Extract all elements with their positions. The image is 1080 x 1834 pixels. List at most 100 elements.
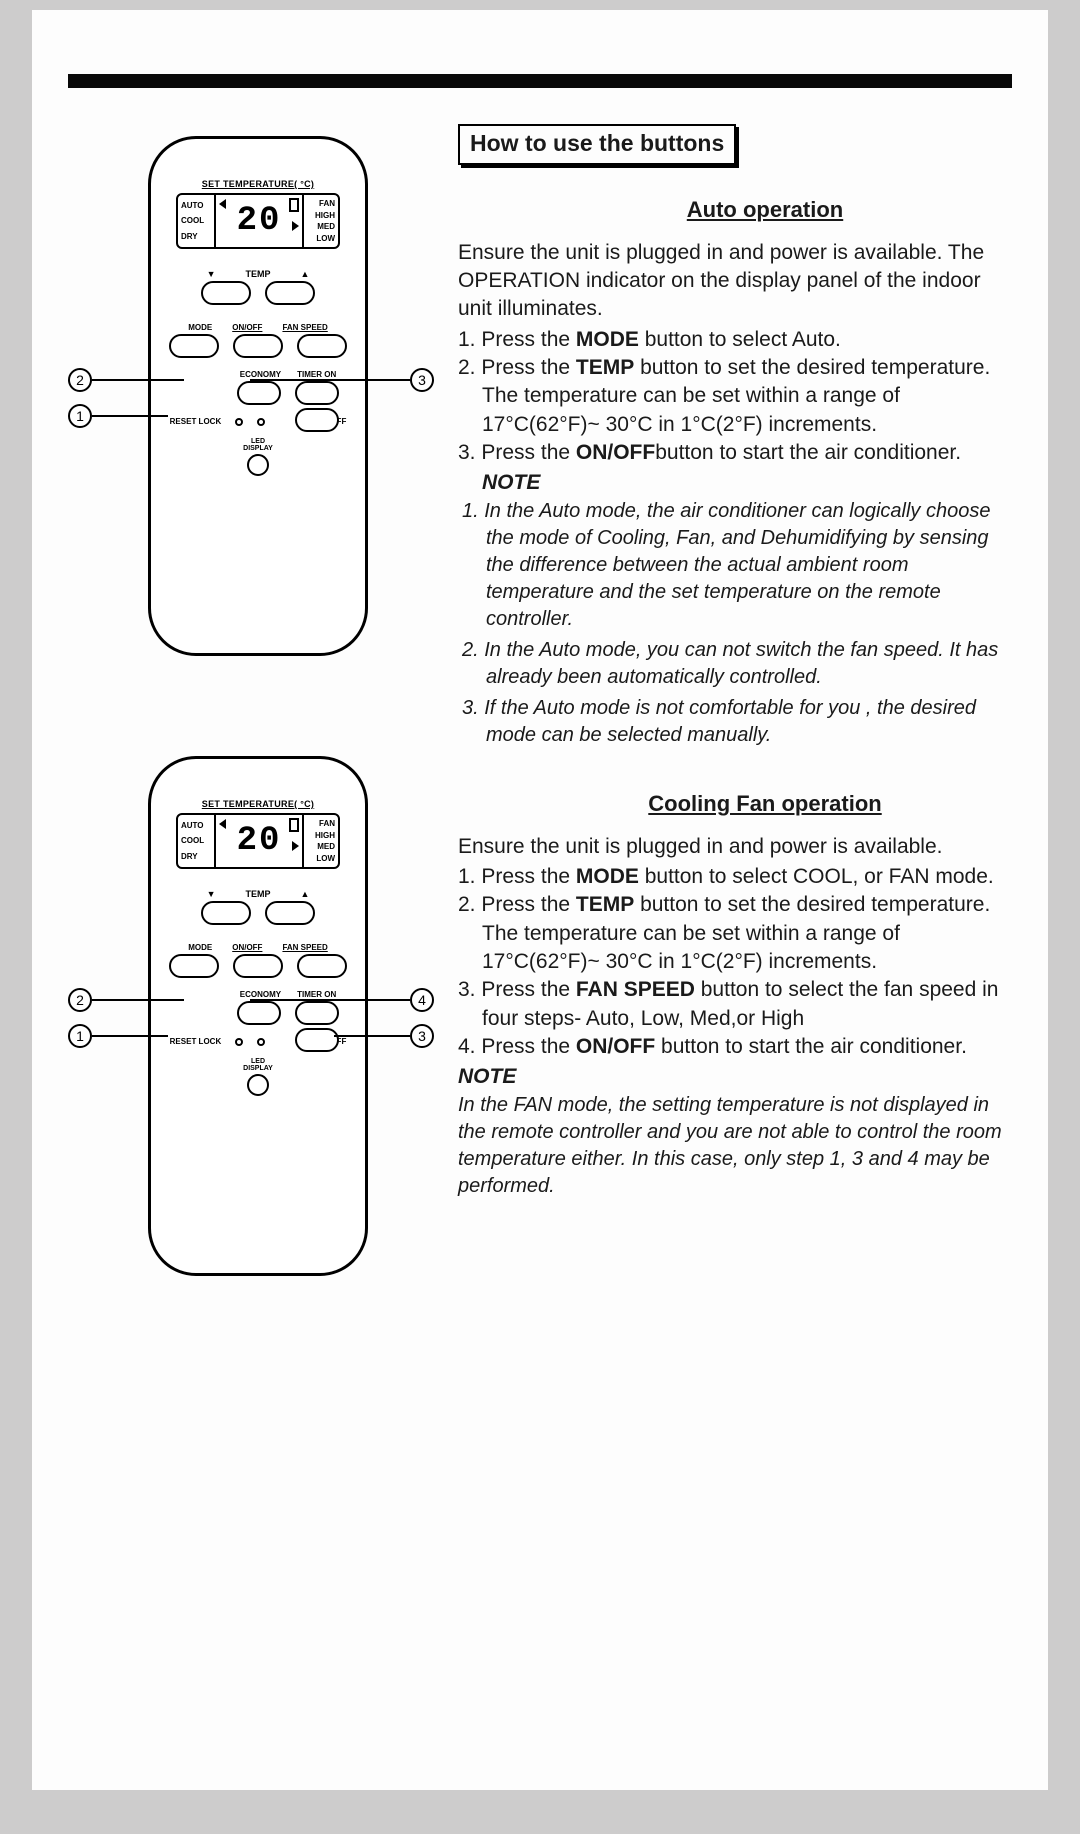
auto-notes: 1. In the Auto mode, the air conditioner…	[458, 498, 1012, 749]
indicator-left-icon	[219, 819, 226, 829]
callout-circle-4b: 4	[410, 988, 434, 1012]
temp-label-row: ▼ TEMP ▲	[151, 269, 365, 279]
fanspeed-button[interactable]	[297, 334, 347, 358]
remote-body: SET TEMPERATURE( °C) AUTO COOL DRY 20	[148, 136, 368, 656]
indicator-right-icon	[292, 841, 299, 851]
auto-step-2: 2. Press the TEMP button to set the desi…	[458, 354, 1012, 439]
cool-intro: Ensure the unit is plugged in and power …	[458, 833, 1012, 861]
mode-fan: FAN	[304, 819, 335, 828]
battery-icon	[289, 198, 299, 212]
page-title-box: How to use the buttons	[458, 124, 736, 165]
callout-2b: 2	[68, 988, 184, 1012]
screen-caption: SET TEMPERATURE( °C)	[151, 179, 365, 189]
remote-diagram-cool: SET TEMPERATURE( °C) AUTO COOL DRY 20	[68, 756, 428, 1376]
screen-caption: SET TEMPERATURE( °C)	[151, 799, 365, 809]
lcd-display: 20	[214, 195, 304, 247]
led-label-2: DISPLAY	[243, 445, 273, 452]
temp-down-icon: ▼	[207, 889, 216, 899]
indicator-right-icon	[292, 221, 299, 231]
temp-up-icon: ▲	[301, 269, 310, 279]
callout-circle-3: 3	[410, 368, 434, 392]
lock-button[interactable]	[257, 418, 265, 426]
auto-step-1: 1. Press the MODE button to select Auto.	[458, 326, 1012, 354]
lcd-temperature: 20	[237, 202, 282, 240]
auto-intro: Ensure the unit is plugged in and power …	[458, 239, 1012, 324]
cool-step-4: 4. Press the ON/OFF button to start the …	[458, 1033, 1012, 1061]
led-display-button[interactable]	[247, 454, 269, 476]
temp-down-icon: ▼	[207, 269, 216, 279]
reset-button[interactable]	[235, 418, 243, 426]
mode-button[interactable]	[169, 334, 219, 358]
callout-circle-2b: 2	[68, 988, 92, 1012]
callout-1: 1	[68, 404, 168, 428]
mode-dry: DRY	[181, 232, 214, 241]
cool-note-text: In the FAN mode, the setting temperature…	[458, 1092, 1012, 1200]
mode-dry: DRY	[181, 852, 214, 861]
cool-note-heading: NOTE	[458, 1063, 1012, 1091]
mode-low: LOW	[304, 234, 335, 243]
label-mode: MODE	[188, 943, 212, 952]
mode-med: MED	[304, 842, 335, 851]
battery-icon	[289, 818, 299, 832]
temp-up-icon: ▲	[301, 889, 310, 899]
led-label-1: LED	[251, 438, 265, 445]
mode-fan: FAN	[304, 199, 335, 208]
mode-low: LOW	[304, 854, 335, 863]
section-heading-auto: Auto operation	[518, 195, 1012, 225]
led-label-1: LED	[251, 1058, 265, 1065]
callout-4b: 4	[250, 988, 434, 1012]
cool-step-3: 3. Press the FAN SPEED button to select …	[458, 976, 1012, 1033]
indicator-left-icon	[219, 199, 226, 209]
callout-1b: 1	[68, 1024, 168, 1048]
auto-steps: 1. Press the MODE button to select Auto.…	[458, 326, 1012, 468]
callout-2: 2	[68, 368, 184, 392]
cool-steps: 1. Press the MODE button to select COOL,…	[458, 863, 1012, 1061]
label-fanspeed: FAN SPEED	[282, 943, 327, 952]
mode-med: MED	[304, 222, 335, 231]
remote-body: SET TEMPERATURE( °C) AUTO COOL DRY 20	[148, 756, 368, 1276]
temp-up-button[interactable]	[265, 281, 315, 305]
timeroff-button[interactable]	[295, 408, 339, 432]
header-bar	[68, 74, 1012, 88]
auto-note-1: 1. In the Auto mode, the air conditioner…	[462, 498, 1012, 633]
label-onoff: ON/OFF	[232, 323, 262, 332]
mode-button[interactable]	[169, 954, 219, 978]
callout-circle-2: 2	[68, 368, 92, 392]
callout-circle-3b: 3	[410, 1024, 434, 1048]
fanspeed-button[interactable]	[297, 954, 347, 978]
led-label-2: DISPLAY	[243, 1065, 273, 1072]
callout-3: 3	[250, 368, 434, 392]
temp-down-button[interactable]	[201, 901, 251, 925]
right-column: How to use the buttons Auto operation En…	[458, 124, 1012, 1376]
callout-circle-1b: 1	[68, 1024, 92, 1048]
left-column: SET TEMPERATURE( °C) AUTO COOL DRY 20	[68, 124, 428, 1376]
led-display-button[interactable]	[247, 1074, 269, 1096]
onoff-button[interactable]	[233, 334, 283, 358]
lock-button[interactable]	[257, 1038, 265, 1046]
reset-button[interactable]	[235, 1038, 243, 1046]
temp-label: TEMP	[245, 269, 270, 279]
callout-3b: 3	[334, 1024, 434, 1048]
cool-step-2: 2. Press the TEMP button to set the desi…	[458, 891, 1012, 976]
mode-high: HIGH	[304, 831, 335, 840]
onoff-button[interactable]	[233, 954, 283, 978]
remote-lcd-screen: AUTO COOL DRY 20 FAN HIGH	[176, 813, 340, 869]
label-mode: MODE	[188, 323, 212, 332]
lcd-temperature: 20	[237, 822, 282, 860]
lcd-display: 20	[214, 815, 304, 867]
cool-step-1: 1. Press the MODE button to select COOL,…	[458, 863, 1012, 891]
label-resetlock: RESET LOCK	[170, 1037, 222, 1046]
timeroff-button[interactable]	[295, 1028, 339, 1052]
auto-note-heading: NOTE	[458, 469, 1012, 497]
remote-lcd-screen: AUTO COOL DRY 20 FAN HIGH	[176, 193, 340, 249]
auto-step-3: 3. Press the ON/OFFbutton to start the a…	[458, 439, 1012, 467]
mode-auto: AUTO	[181, 201, 214, 210]
temp-up-button[interactable]	[265, 901, 315, 925]
label-resetlock: RESET LOCK	[170, 417, 222, 426]
temp-down-button[interactable]	[201, 281, 251, 305]
section-heading-cool: Cooling Fan operation	[518, 789, 1012, 819]
label-onoff: ON/OFF	[232, 943, 262, 952]
mode-high: HIGH	[304, 211, 335, 220]
remote-diagram-auto: SET TEMPERATURE( °C) AUTO COOL DRY 20	[68, 136, 428, 696]
mode-auto: AUTO	[181, 821, 214, 830]
